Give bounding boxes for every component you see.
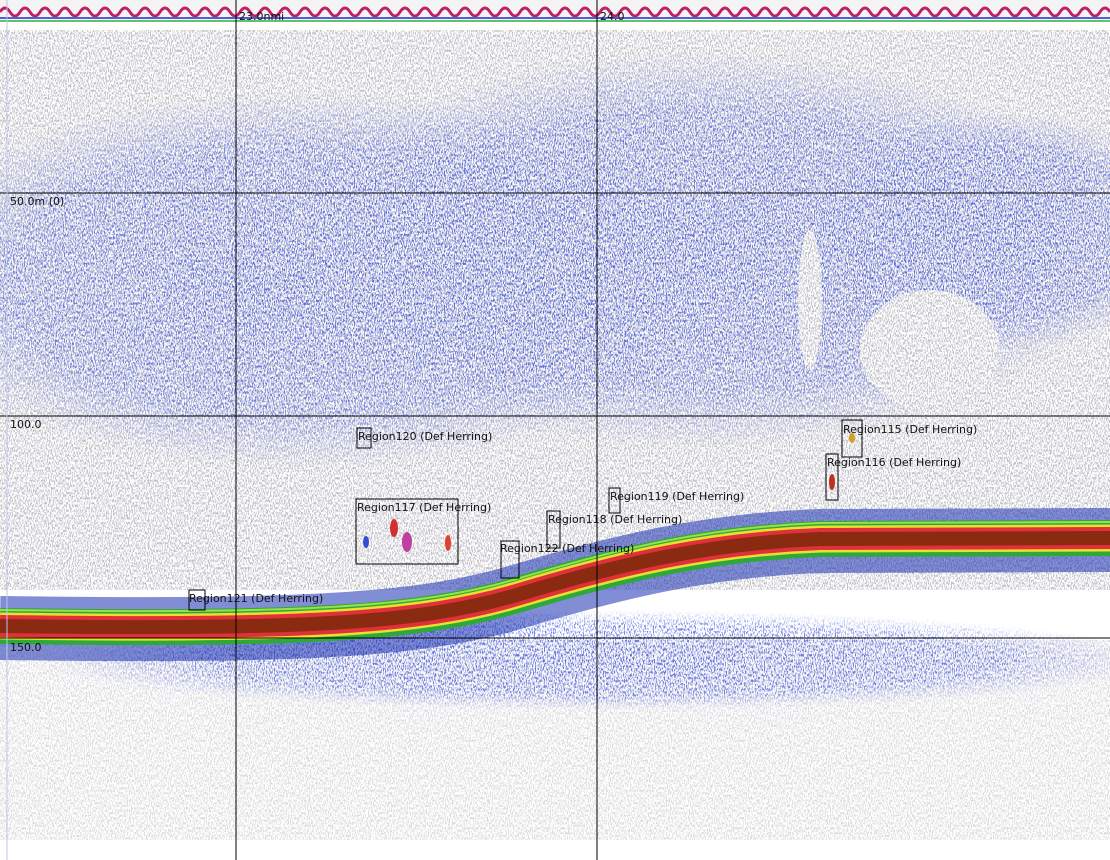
school <box>363 536 369 548</box>
y-grid-label: 150.0 <box>10 641 42 654</box>
school <box>829 474 835 490</box>
echogram: 23.0nmi 24.0 50.0m (0) 100.0 150.0 Regio… <box>0 0 1110 860</box>
school <box>402 532 412 552</box>
region-label[interactable]: Region116 (Def Herring) <box>827 456 961 469</box>
region-label[interactable]: Region118 (Def Herring) <box>548 513 682 526</box>
x-grid-label: 23.0nmi <box>239 10 284 23</box>
region-label[interactable]: Region119 (Def Herring) <box>610 490 744 503</box>
school <box>390 519 398 537</box>
region-label[interactable]: Region115 (Def Herring) <box>843 423 977 436</box>
y-grid-label: 100.0 <box>10 418 42 431</box>
region-label[interactable]: Region122 (Def Herring) <box>500 542 634 555</box>
y-grid-label: 50.0m (0) <box>10 195 64 208</box>
region-label[interactable]: Region120 (Def Herring) <box>358 430 492 443</box>
region-label[interactable]: Region121 (Def Herring) <box>189 592 323 605</box>
x-grid-label: 24.0 <box>600 10 625 23</box>
region-label[interactable]: Region117 (Def Herring) <box>357 501 491 514</box>
school <box>445 535 451 551</box>
